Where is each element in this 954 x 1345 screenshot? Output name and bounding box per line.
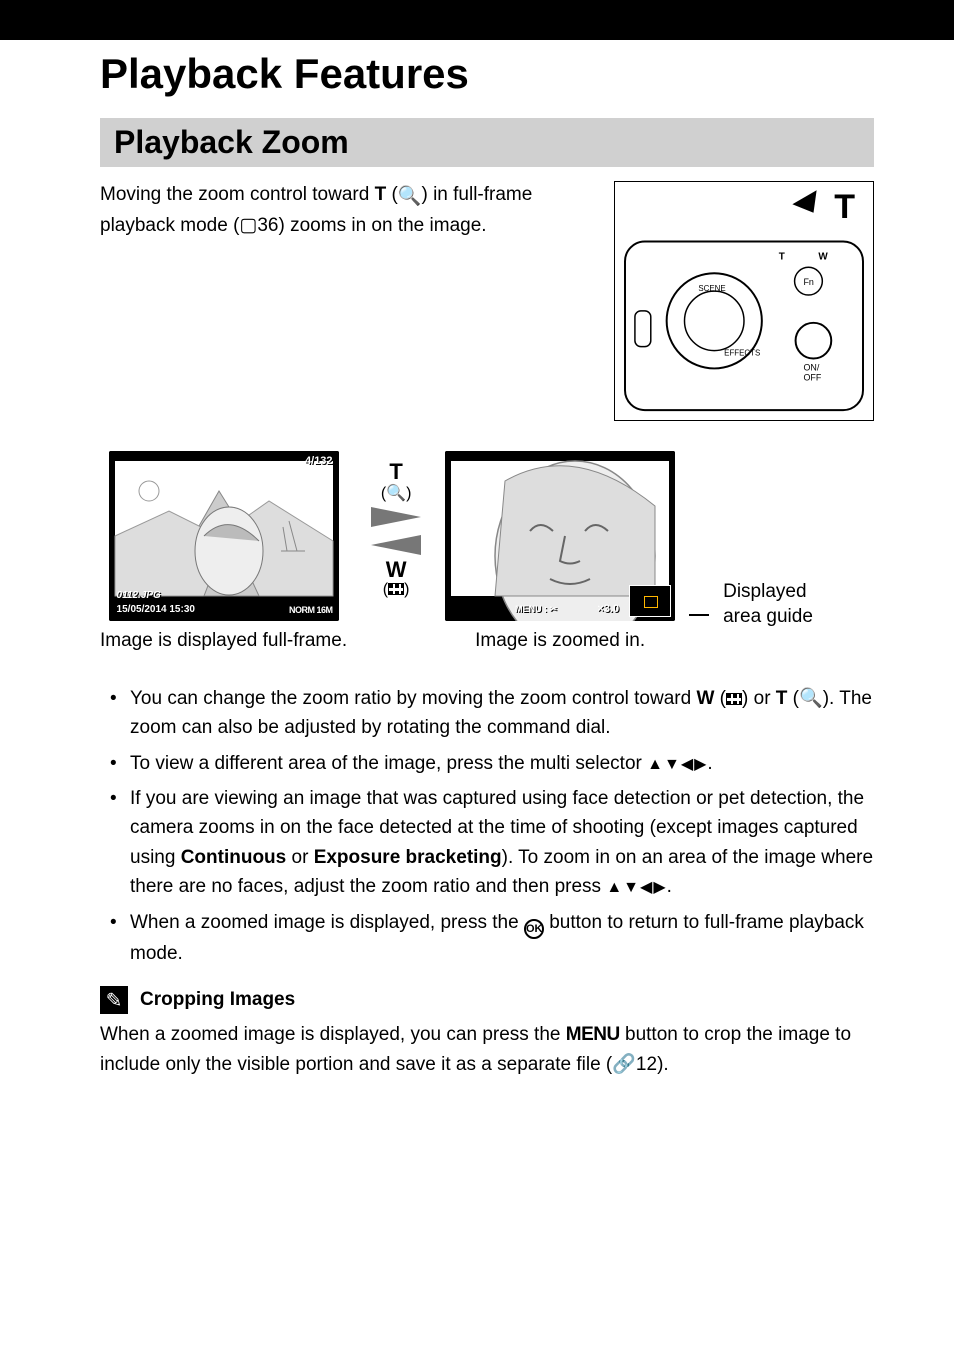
right-screen-col: MENU : ✂ ×3.0 Image is zoomed in.: [445, 451, 675, 654]
arrow-left-icon: [371, 535, 421, 555]
multi-selector-icon-2: ▲▼◀▶: [606, 876, 666, 901]
intro-text-2: ) in full-frame: [421, 184, 532, 205]
intro-paren1: (: [386, 184, 398, 205]
b1-paren2: (: [787, 688, 799, 709]
intro-text-3: playback mode (: [100, 215, 239, 236]
screen-zoomed: MENU : ✂ ×3.0: [445, 451, 675, 621]
screen-fullframe: 4/132 0112.JPG 15/05/2014 15:30 NORM 16M: [109, 451, 339, 621]
left-caption: Image is displayed full-frame.: [100, 629, 347, 654]
area-guide-inner: [644, 596, 658, 608]
b3-text-3: .: [667, 876, 672, 897]
diagram-row: 4/132 0112.JPG 15/05/2014 15:30 NORM 16M…: [100, 451, 874, 654]
w-bold: W: [696, 688, 714, 709]
thumbnail-grid-icon: [388, 583, 404, 595]
svg-text:OFF: OFF: [804, 372, 822, 382]
bullet-4: When a zoomed image is displayed, press …: [110, 908, 874, 968]
intro-text-4: ) zooms in on the image.: [279, 215, 487, 236]
magnify-icon: 🔍: [398, 183, 422, 212]
ok-button-icon: OK: [524, 919, 544, 939]
t-bold: T: [375, 184, 387, 205]
area-guide-label: Displayed area guide: [723, 580, 823, 629]
arrow-right-icon: [371, 507, 421, 527]
big-t-label: T: [834, 188, 855, 227]
page-content: Playback Features Playback Features Play…: [0, 50, 954, 1079]
pencil-icon: ✎: [100, 986, 128, 1014]
zoom-arrows-col: T (🔍) W (): [361, 451, 431, 599]
svg-text:T: T: [779, 251, 785, 262]
b1-text-2: ) or: [742, 688, 776, 709]
multi-selector-icon: ▲▼◀▶: [647, 753, 707, 778]
continuous-bold: Continuous: [181, 847, 287, 868]
bullet-3: If you are viewing an image that was cap…: [110, 784, 874, 902]
menu-crop-text: MENU : ✂: [515, 604, 557, 615]
b3-or: or: [286, 847, 313, 868]
right-caption: Image is zoomed in.: [475, 629, 645, 654]
thumbnail-grid-icon-2: [726, 693, 742, 705]
bullet-list: You can change the zoom ratio by moving …: [110, 684, 874, 969]
svg-text:Fn: Fn: [804, 277, 814, 287]
t-label: T: [389, 461, 402, 483]
datetime-text: 15/05/2014 15:30: [117, 604, 195, 615]
b1-text-1: You can change the zoom ratio by moving …: [130, 688, 696, 709]
svg-text:EFFECTS: EFFECTS: [724, 349, 760, 358]
filename-text: 0112.JPG: [117, 590, 161, 601]
ref-12: 12: [636, 1054, 657, 1075]
t-sub-icon: (🔍): [381, 483, 412, 503]
w-label: W: [386, 559, 407, 581]
top-black-bar: [0, 0, 954, 40]
camera-top-illustration: T SCENE EFFECTS Fn T W ON/ OFF: [614, 181, 874, 421]
area-guide-box: [629, 585, 671, 617]
w-sub-icon: (): [383, 581, 410, 599]
note-body: When a zoomed image is displayed, you ca…: [100, 1020, 874, 1079]
b4-text-1: When a zoomed image is displayed, press …: [130, 912, 524, 933]
zoom-ratio-text: ×3.0: [597, 603, 619, 615]
b2-text-2: .: [707, 753, 712, 774]
svg-text:W: W: [818, 251, 828, 262]
exposure-bold: Exposure bracketing: [314, 847, 502, 868]
t-bold-2: T: [776, 688, 788, 709]
menu-label: MENU: [566, 1024, 620, 1045]
bullet-1: You can change the zoom ratio by moving …: [110, 684, 874, 743]
reference-icon: 🔗: [612, 1054, 636, 1075]
left-screen-col: 4/132 0112.JPG 15/05/2014 15:30 NORM 16M…: [100, 451, 347, 654]
intro-text-1: Moving the zoom control toward: [100, 184, 375, 205]
svg-text:ON/: ON/: [804, 362, 820, 372]
note-text-3: ).: [657, 1054, 669, 1075]
guide-callout-line: [689, 614, 709, 616]
note-header: ✎ Cropping Images: [100, 986, 874, 1014]
intro-text: Moving the zoom control toward T (🔍) in …: [100, 181, 594, 421]
note-title: Cropping Images: [140, 989, 295, 1011]
section-title: Playback Zoom: [100, 118, 874, 167]
intro-row: Moving the zoom control toward T (🔍) in …: [100, 181, 874, 421]
svg-text:SCENE: SCENE: [698, 284, 725, 293]
page-ref-36: 36: [257, 215, 278, 236]
magnify-icon-2: 🔍: [799, 688, 823, 709]
chapter-title: Playback Features: [100, 50, 874, 98]
bullet-2: To view a different area of the image, p…: [110, 749, 874, 778]
image-counter: 4/132: [305, 455, 333, 467]
note-text-1: When a zoomed image is displayed, you ca…: [100, 1024, 566, 1045]
b2-text-1: To view a different area of the image, p…: [130, 753, 647, 774]
book-icon: ▢: [239, 215, 257, 236]
norm-text: NORM 16M: [289, 605, 333, 615]
b1-paren1: (: [714, 688, 726, 709]
